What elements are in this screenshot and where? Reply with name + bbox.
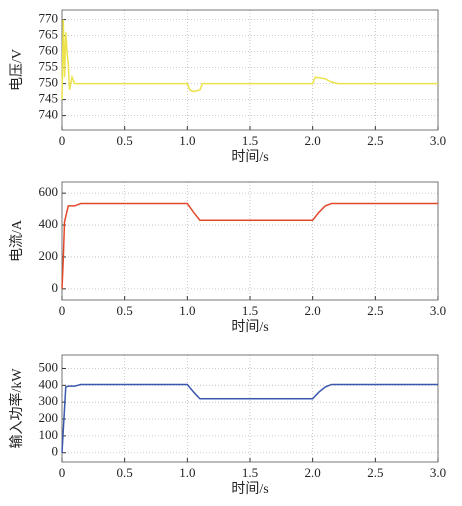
x-tick-label: 2.0 <box>305 303 321 318</box>
x-tick-label: 1.0 <box>179 303 195 318</box>
y-tick-label: 500 <box>39 359 59 374</box>
y-tick-label: 400 <box>39 216 59 231</box>
y-tick-label: 200 <box>39 410 59 425</box>
y-tick-label: 760 <box>39 43 59 58</box>
y-tick-label: 750 <box>39 75 59 90</box>
x-tick-label: 1.0 <box>179 133 195 148</box>
y-axis-label: 输入功率/kW <box>8 368 25 449</box>
x-tick-label: 0 <box>59 465 66 480</box>
y-tick-label: 0 <box>52 280 59 295</box>
y-tick-label: 300 <box>39 393 59 408</box>
y-tick-label: 745 <box>39 91 59 106</box>
line-series <box>61 383 438 453</box>
x-tick-label: 1.5 <box>242 133 258 148</box>
y-axis-label: 电压/V <box>9 49 25 91</box>
x-tick-label: 0 <box>59 133 66 148</box>
y-tick-label: 600 <box>39 184 59 199</box>
x-tick-label: 2.0 <box>305 133 321 148</box>
x-tick-label: 2.0 <box>305 465 321 480</box>
x-tick-label: 3.0 <box>430 303 446 318</box>
x-tick-label: 1.5 <box>242 303 258 318</box>
y-tick-label: 765 <box>39 27 59 42</box>
line-series <box>61 202 438 289</box>
x-tick-label: 0.5 <box>117 133 133 148</box>
x-tick-label: 0.5 <box>117 303 133 318</box>
x-axis-label: 时间/s <box>231 149 268 165</box>
y-tick-label: 200 <box>39 248 59 263</box>
x-tick-label: 2.5 <box>367 133 383 148</box>
x-tick-label: 0.5 <box>117 465 133 480</box>
x-tick-label: 3.0 <box>430 465 446 480</box>
y-tick-label: 770 <box>39 11 59 26</box>
plot-frame <box>61 181 439 301</box>
plot-area <box>62 355 438 462</box>
y-axis-label: 电流/A <box>9 219 25 262</box>
plot-area <box>62 182 438 300</box>
y-tick-label: 0 <box>52 444 59 459</box>
y-tick-label: 755 <box>39 59 59 74</box>
plot-frame <box>61 354 439 463</box>
y-tick-label: 740 <box>39 107 59 122</box>
x-axis-label: 时间/s <box>231 319 268 335</box>
y-tick-label: 400 <box>39 376 59 391</box>
line-series <box>61 19 438 100</box>
x-tick-label: 3.0 <box>430 133 446 148</box>
x-tick-label: 2.5 <box>367 465 383 480</box>
x-axis-label: 时间/s <box>231 481 268 497</box>
x-tick-label: 2.5 <box>367 303 383 318</box>
y-tick-label: 100 <box>39 427 59 442</box>
x-tick-label: 1.5 <box>242 465 258 480</box>
x-tick-label: 0 <box>59 303 66 318</box>
x-tick-label: 1.0 <box>179 465 195 480</box>
